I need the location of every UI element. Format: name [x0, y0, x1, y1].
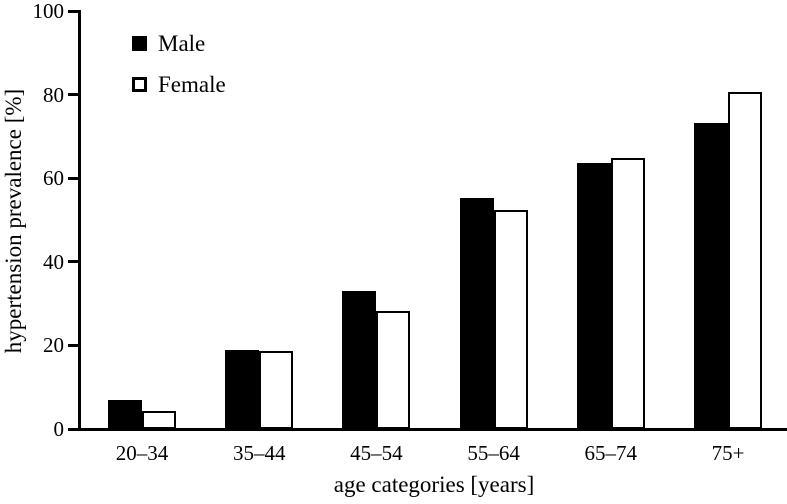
y-axis-tick-label: 60: [43, 166, 64, 191]
y-axis-spine: [78, 10, 81, 431]
y-axis-label: hypertension prevalence [%]: [1, 88, 26, 354]
y-axis-tick-label: 40: [43, 249, 64, 274]
x-category-label: 45–54: [350, 441, 403, 465]
x-category-label: 65–74: [584, 441, 638, 465]
y-axis-tick: [68, 9, 79, 13]
bar-male: [342, 291, 377, 429]
x-category-label: 75+: [711, 441, 745, 465]
bar-female: [259, 350, 294, 429]
x-category-label: 20–34: [115, 441, 169, 465]
bar-male: [694, 123, 728, 429]
y-axis-tick: [68, 260, 79, 264]
bar-male: [459, 198, 494, 429]
bar-male: [576, 163, 611, 429]
x-axis-spine: [78, 428, 787, 431]
legend-item-female: Female: [132, 73, 226, 96]
legend-label-male: Male: [158, 31, 206, 56]
y-axis-tick: [68, 343, 79, 347]
y-axis-tick-label: 0: [53, 417, 65, 441]
x-category-label: 35–44: [232, 441, 286, 465]
bar-female: [493, 209, 528, 429]
male-swatch-icon: [132, 36, 147, 51]
legend: Male Female: [132, 32, 226, 114]
bar-female: [728, 92, 762, 429]
y-axis-tick-label: 80: [43, 82, 64, 107]
female-swatch-icon: [132, 77, 147, 92]
y-axis-tick: [68, 176, 79, 180]
legend-label-female: Female: [158, 72, 226, 97]
bar-female: [376, 311, 411, 429]
bar-male: [225, 349, 260, 429]
legend-item-male: Male: [132, 32, 226, 55]
bar-female: [610, 158, 645, 429]
y-axis-tick: [68, 427, 79, 431]
x-axis-label: age categories [years]: [333, 472, 535, 497]
bar-female: [142, 411, 176, 429]
y-axis-tick-label: 20: [43, 333, 64, 358]
bar-male: [108, 400, 142, 429]
x-category-label: 55–64: [467, 441, 520, 465]
y-axis-tick-label: 100: [32, 0, 65, 23]
y-axis-tick: [68, 93, 79, 97]
